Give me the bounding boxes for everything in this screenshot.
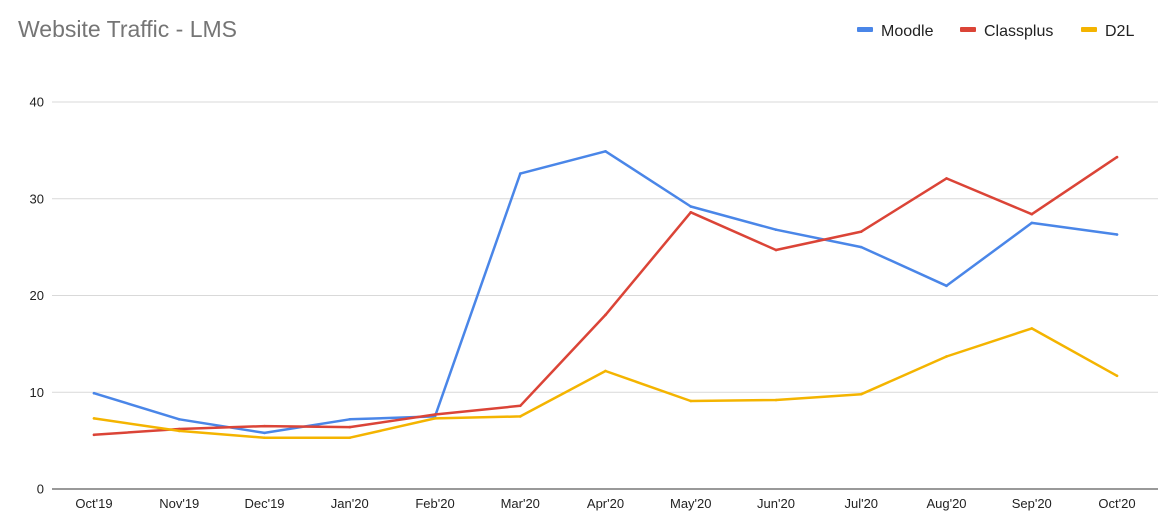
x-tick-label: Jan'20	[331, 496, 369, 511]
data-point-d2l	[92, 417, 96, 420]
x-axis-ticks: Oct'19 Nov'19 Dec'19 Jan'20 Feb'20 Mar'20 Apr'…	[75, 496, 1135, 511]
legend-swatch	[1081, 27, 1097, 32]
legend-label: Classplus	[984, 23, 1053, 40]
legend-swatch	[857, 27, 873, 32]
data-point-classplus	[604, 313, 607, 317]
data-point-moodle	[1030, 221, 1034, 225]
x-tick-label: Oct'19	[75, 496, 112, 511]
data-point-classplus	[1115, 155, 1119, 159]
data-point-moodle	[518, 172, 522, 175]
data-point-d2l	[604, 369, 607, 373]
data-point-moodle	[348, 418, 352, 421]
legend-label: D2L	[1105, 23, 1134, 40]
y-tick-label: 0	[37, 482, 44, 497]
x-tick-label: Nov'19	[159, 496, 199, 511]
series-line-moodle	[92, 150, 1119, 435]
data-point-d2l	[1030, 327, 1034, 330]
data-point-classplus	[774, 248, 778, 252]
data-point-classplus	[689, 210, 693, 214]
data-point-moodle	[177, 418, 181, 421]
data-point-classplus	[348, 425, 352, 429]
data-point-moodle	[92, 391, 96, 395]
x-tick-label: Aug'20	[926, 496, 966, 511]
data-point-classplus	[518, 404, 522, 408]
data-point-moodle	[263, 431, 266, 435]
series-lines	[92, 150, 1119, 440]
data-point-moodle	[859, 245, 863, 249]
data-point-classplus	[433, 413, 437, 416]
data-point-d2l	[774, 398, 778, 402]
data-point-d2l	[177, 429, 181, 433]
y-axis-ticks: 0 10 20 30 40	[30, 95, 44, 497]
x-tick-label: Feb'20	[415, 496, 454, 511]
data-point-d2l	[518, 415, 522, 418]
data-point-classplus	[263, 424, 266, 428]
gridlines	[52, 101, 1158, 490]
data-point-moodle	[945, 284, 948, 288]
x-tick-label: Sep'20	[1012, 496, 1052, 511]
data-point-moodle	[604, 150, 607, 153]
data-point-d2l	[348, 436, 352, 440]
data-point-d2l	[859, 392, 863, 396]
x-tick-label: Apr'20	[587, 496, 624, 511]
data-point-d2l	[689, 399, 693, 403]
data-point-classplus	[945, 177, 948, 180]
legend-item-classplus: Classplus	[960, 23, 1053, 40]
data-point-classplus	[1030, 212, 1034, 216]
data-point-classplus	[92, 433, 96, 437]
x-tick-label: May'20	[670, 496, 712, 511]
data-point-classplus	[859, 230, 863, 233]
legend-item-moodle: Moodle	[857, 23, 934, 40]
legend-label: Moodle	[881, 23, 934, 40]
chart-title: Website Traffic - LMS	[18, 16, 237, 42]
data-point-d2l	[263, 436, 266, 440]
data-point-d2l	[945, 355, 948, 358]
data-point-d2l	[433, 417, 437, 420]
x-tick-label: Oct'20	[1098, 496, 1135, 511]
x-tick-label: Jul'20	[844, 496, 878, 511]
legend-item-d2l: D2L	[1081, 23, 1134, 40]
data-point-d2l	[1115, 374, 1119, 378]
data-point-moodle	[689, 205, 693, 208]
x-tick-label: Dec'19	[244, 496, 284, 511]
data-point-moodle	[1115, 233, 1119, 236]
y-tick-label: 40	[30, 95, 44, 110]
y-tick-label: 20	[30, 288, 44, 303]
x-tick-label: Mar'20	[501, 496, 540, 511]
data-point-moodle	[774, 228, 778, 232]
y-tick-label: 10	[30, 385, 44, 400]
y-tick-label: 30	[30, 191, 44, 206]
legend-swatch	[960, 27, 976, 32]
x-tick-label: Jun'20	[757, 496, 795, 511]
legend: Moodle Classplus D2L	[857, 23, 1134, 40]
series-line-d2l	[92, 327, 1119, 439]
